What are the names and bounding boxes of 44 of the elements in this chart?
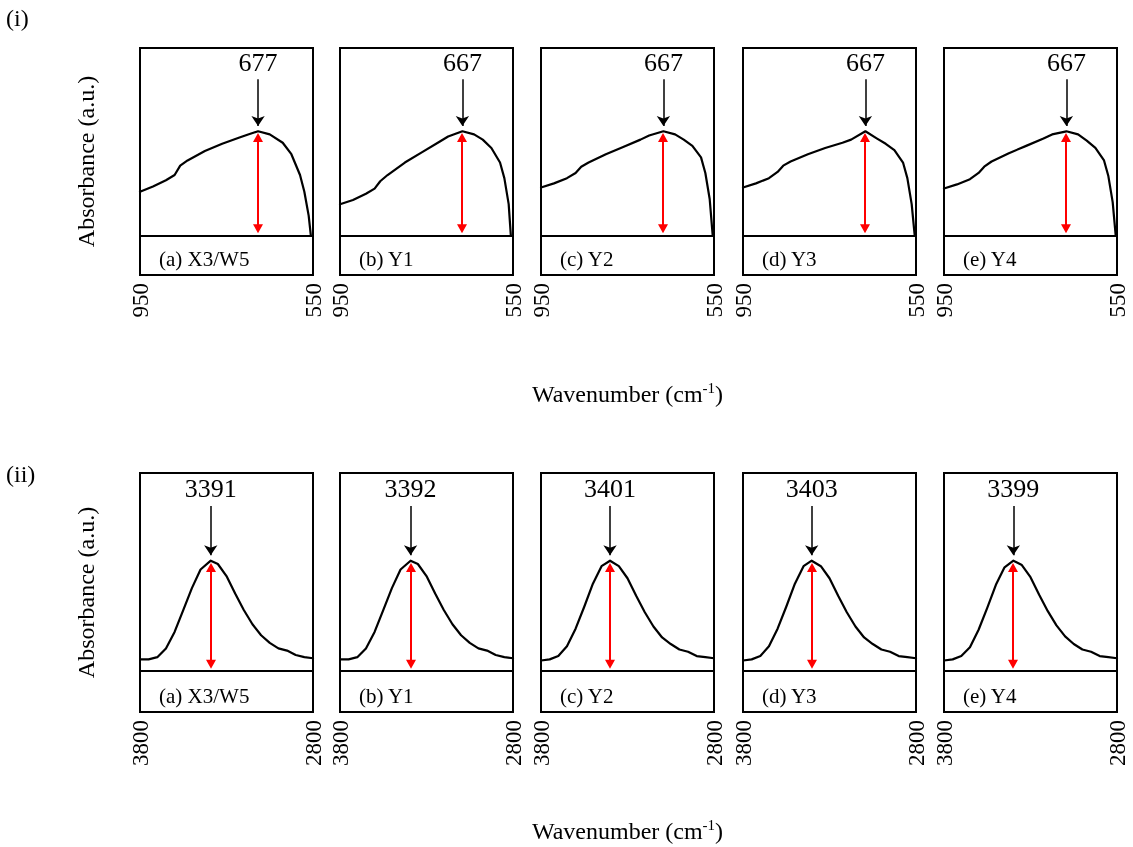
- text: (ii): [6, 461, 36, 487]
- text: (d) Y3: [762, 246, 817, 271]
- x-tick-label: 550: [300, 283, 326, 318]
- x-tick-label: 3800: [931, 720, 957, 766]
- x-tick-label: 950: [528, 283, 554, 318]
- annotation: 667: [845, 47, 885, 77]
- annotation: 667: [442, 47, 482, 77]
- x-tick-label: 2800: [300, 720, 326, 766]
- x-tick-label: 3800: [127, 720, 153, 766]
- annotation: 667: [1046, 47, 1086, 77]
- x-tick-label: 2800: [500, 720, 526, 766]
- annotation: 3391: [184, 474, 237, 504]
- text: (e) Y4: [963, 683, 1017, 708]
- text: (d) Y3: [762, 683, 817, 708]
- text: (e) Y4: [963, 246, 1017, 271]
- x-tick-label: 950: [931, 283, 957, 318]
- x-tick-label: 2800: [701, 720, 727, 766]
- x-tick-label: 550: [1104, 283, 1130, 318]
- x-tick-label: 2800: [1104, 720, 1130, 766]
- x-tick-label: 950: [327, 283, 353, 318]
- annotation: 677: [238, 47, 278, 77]
- x-tick-label: 3800: [327, 720, 353, 766]
- annotation: 3401: [584, 474, 637, 504]
- text: (i): [6, 5, 29, 31]
- text: (a) X3/W5: [159, 683, 250, 708]
- x-tick-label: 2800: [903, 720, 929, 766]
- annotation: 3403: [785, 474, 838, 504]
- annotation: 3392: [384, 474, 437, 504]
- x-tick-label: 3800: [730, 720, 756, 766]
- text: (c) Y2: [560, 683, 614, 708]
- y-axis-title: Absorbance (a.u.): [73, 506, 99, 679]
- annotation: 3399: [987, 474, 1040, 504]
- text: (c) Y2: [560, 246, 614, 271]
- y-axis-title: Absorbance (a.u.): [73, 75, 99, 248]
- x-tick-label: 550: [701, 283, 727, 318]
- text: (b) Y1: [359, 683, 414, 708]
- text: (b) Y1: [359, 246, 414, 271]
- x-tick-label: 3800: [528, 720, 554, 766]
- x-tick-label: 950: [127, 283, 153, 318]
- annotation: 667: [643, 47, 683, 77]
- x-tick-label: 550: [903, 283, 929, 318]
- text: (a) X3/W5: [159, 246, 250, 271]
- x-tick-label: 550: [500, 283, 526, 318]
- x-tick-label: 950: [730, 283, 756, 318]
